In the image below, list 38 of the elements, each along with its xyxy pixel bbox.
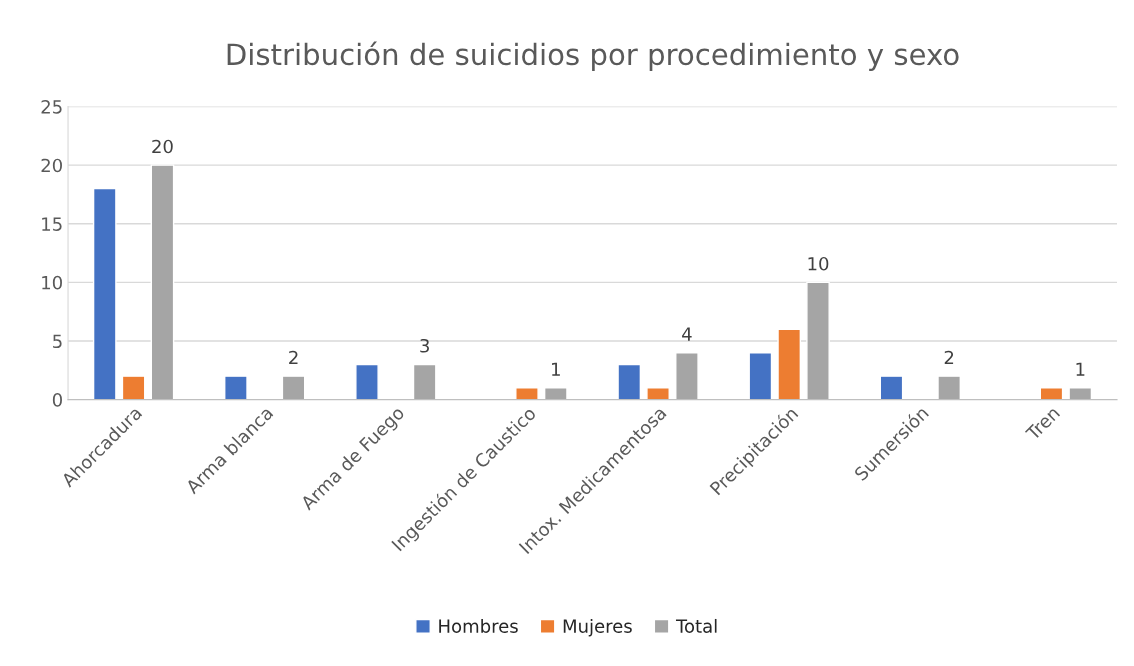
data-label: 10	[808, 256, 829, 271]
bar	[224, 375, 248, 400]
legend-label: Mujeres	[563, 618, 632, 637]
bar	[355, 363, 379, 400]
y-tick-label: 20	[41, 158, 62, 173]
y-tick-label: 0	[52, 393, 62, 407]
bar	[1039, 387, 1064, 400]
bar	[543, 387, 568, 400]
bar	[281, 375, 306, 400]
bar	[777, 328, 802, 400]
y-tick-label: 15	[42, 217, 62, 231]
bar	[879, 375, 904, 400]
data-label: 3	[420, 338, 429, 353]
y-tick-label: 5	[53, 334, 62, 349]
data-label: 1	[1076, 362, 1085, 376]
chart-title: Distribución de suicidios por procedimiento y sexo	[227, 41, 959, 71]
y-tick-label: 25	[41, 100, 62, 114]
legend-label: Total	[675, 618, 717, 633]
bar	[150, 164, 175, 400]
bar	[748, 352, 773, 400]
bar	[412, 363, 437, 400]
y-tick-label: 10	[42, 275, 62, 290]
data-label: 2	[289, 350, 298, 365]
x-tick-label: Tren	[1024, 405, 1061, 442]
bar	[675, 352, 699, 400]
bar	[121, 375, 146, 400]
bar	[617, 363, 642, 400]
bar	[646, 387, 670, 400]
legend-label: Hombres	[439, 618, 518, 633]
bar	[806, 281, 830, 400]
bar	[92, 187, 117, 400]
data-label: 2	[944, 350, 954, 365]
bar	[937, 375, 961, 400]
data-label: 4	[682, 327, 692, 341]
data-label: 20	[152, 139, 173, 154]
data-label: 1	[552, 362, 560, 376]
bar	[515, 387, 539, 400]
bar	[1068, 387, 1093, 400]
